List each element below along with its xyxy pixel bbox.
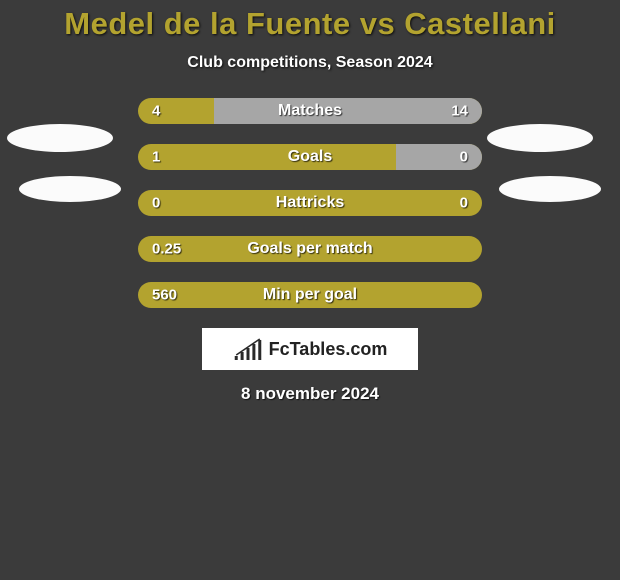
- stat-row: 4 Matches 14: [138, 98, 482, 124]
- stat-left-value: 0: [152, 195, 160, 212]
- stat-right-value: 0: [460, 149, 468, 166]
- stat-left-value: 560: [152, 287, 177, 304]
- stat-label: Matches: [278, 102, 342, 120]
- date-line: 8 november 2024: [0, 384, 620, 404]
- page-title: Medel de la Fuente vs Castellani: [0, 6, 620, 42]
- stat-bar-track: 4 Matches 14: [138, 98, 482, 124]
- stat-right-value: 0: [460, 195, 468, 212]
- stat-row: 1 Goals 0: [138, 144, 482, 170]
- stat-row: 560 Min per goal: [138, 282, 482, 308]
- stat-row: 0.25 Goals per match: [138, 236, 482, 262]
- stat-label: Hattricks: [276, 194, 344, 212]
- stat-bar-track: 1 Goals 0: [138, 144, 482, 170]
- stat-bar-right-fill: [214, 98, 482, 124]
- subtitle: Club competitions, Season 2024: [0, 54, 620, 72]
- stat-label: Goals: [288, 148, 332, 166]
- stat-left-value: 1: [152, 149, 160, 166]
- stat-right-value: 14: [451, 103, 468, 120]
- side-ellipse: [7, 124, 113, 152]
- stat-bar-track: 0.25 Goals per match: [138, 236, 482, 262]
- brand-box: FcTables.com: [202, 328, 418, 370]
- brand-text: FcTables.com: [269, 339, 388, 360]
- side-ellipse: [19, 176, 121, 202]
- side-ellipse: [499, 176, 601, 202]
- stat-row: 0 Hattricks 0: [138, 190, 482, 216]
- brand-chart-icon: [233, 338, 263, 360]
- stat-label: Min per goal: [263, 286, 357, 304]
- stat-label: Goals per match: [247, 240, 372, 258]
- stat-left-value: 0.25: [152, 241, 181, 258]
- stat-bar-track: 560 Min per goal: [138, 282, 482, 308]
- side-ellipse: [487, 124, 593, 152]
- stat-left-value: 4: [152, 103, 160, 120]
- comparison-card: Medel de la Fuente vs Castellani Club co…: [0, 0, 620, 580]
- stat-bar-right-fill: [396, 144, 482, 170]
- stat-bar-track: 0 Hattricks 0: [138, 190, 482, 216]
- stats-block: 4 Matches 14 1 Goals 0 0 Hattricks 0 0.25 Goals pe…: [138, 98, 482, 308]
